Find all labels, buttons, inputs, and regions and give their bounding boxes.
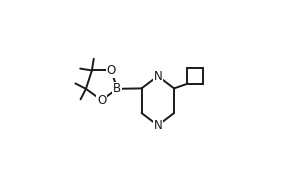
Text: O: O	[97, 94, 106, 107]
Text: O: O	[107, 64, 116, 77]
Text: B: B	[113, 82, 121, 95]
Text: N: N	[153, 69, 162, 83]
Text: N: N	[153, 119, 162, 132]
